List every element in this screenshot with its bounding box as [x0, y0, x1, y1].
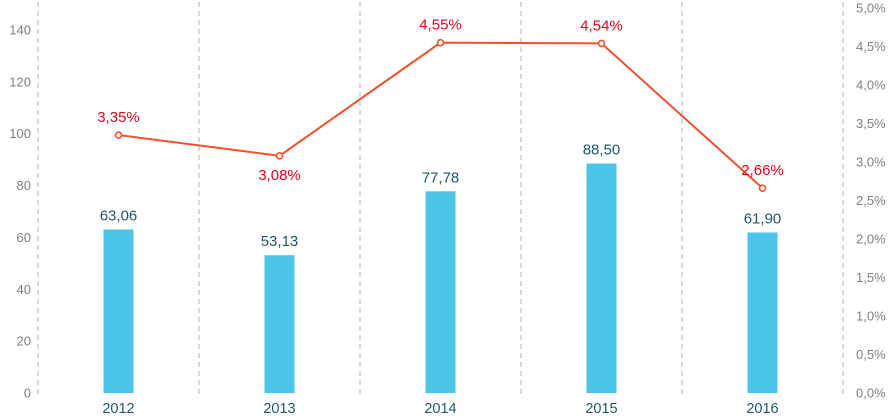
line-marker — [275, 152, 284, 160]
line-series: 3,35% 3,08% 4,55% 4,54% 2,66% — [97, 17, 784, 192]
x-axis-labels: 2012 2013 2014 2015 2016 — [102, 401, 778, 417]
bar — [425, 191, 456, 393]
line-marker — [436, 38, 445, 47]
left-axis-tick: 120 — [9, 74, 31, 89]
line-marker — [114, 131, 123, 139]
bar — [264, 255, 295, 393]
bar — [103, 229, 134, 393]
bar-value-label: 61,90 — [744, 211, 782, 228]
x-axis-label: 2014 — [424, 401, 456, 417]
line-marker — [758, 184, 767, 192]
left-axis-tick: 0 — [24, 386, 31, 401]
line-value-label: 2,66% — [741, 162, 784, 179]
right-axis-tick: 4,5% — [856, 39, 886, 54]
line-value-label: 4,54% — [580, 17, 623, 34]
line-value-label: 3,35% — [97, 109, 140, 126]
right-axis-tick: 0,0% — [856, 386, 886, 401]
bar-value-label: 53,13 — [261, 233, 299, 250]
bar-value-label: 77,78 — [422, 169, 460, 186]
x-axis-label: 2015 — [585, 401, 617, 417]
right-axis-tick: 2,5% — [856, 193, 886, 208]
right-axis-tick: 2,0% — [856, 232, 886, 247]
right-axis-tick: 3,0% — [856, 155, 886, 170]
left-axis-tick: 60 — [17, 230, 31, 245]
right-axis-tick: 1,5% — [856, 270, 886, 285]
bar — [747, 232, 778, 393]
left-axis-tick: 80 — [17, 178, 31, 193]
left-axis-tick: 140 — [9, 23, 31, 38]
right-axis: 0,0% 0,5% 1,0% 1,5% 2,0% 2,5% 3,0% 3,5% 4,0% 4,5%… — [856, 1, 886, 401]
bar-value-label: 88,50 — [583, 142, 621, 159]
right-axis-tick: 5,0% — [856, 1, 886, 16]
x-axis-label: 2012 — [102, 401, 134, 417]
right-axis-tick: 4,0% — [856, 78, 886, 93]
left-axis-tick: 40 — [17, 282, 31, 297]
line-value-label: 3,08% — [258, 167, 301, 184]
line-path — [118, 41, 764, 189]
left-axis-tick: 20 — [17, 334, 31, 349]
right-axis-tick: 3,5% — [856, 116, 886, 131]
bar-value-label: 63,06 — [100, 207, 138, 224]
line-value-label: 4,55% — [419, 17, 462, 34]
gridlines — [37, 2, 844, 396]
x-axis-label: 2016 — [746, 401, 778, 417]
bar-series: 63,06 53,13 77,78 88,50 61,90 — [100, 142, 782, 393]
right-axis-tick: 0,5% — [856, 347, 886, 362]
line-marker — [597, 39, 606, 48]
bar — [586, 163, 617, 393]
right-axis-tick: 1,0% — [856, 309, 886, 324]
left-axis-tick: 100 — [9, 126, 31, 141]
left-axis: 0 20 40 60 80 100 120 140 — [9, 23, 31, 401]
x-axis-label: 2013 — [263, 401, 295, 417]
